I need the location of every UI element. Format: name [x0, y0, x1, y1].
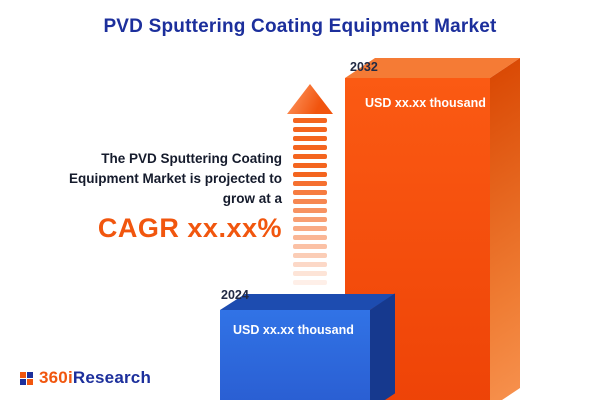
logo: 360iResearch [20, 368, 151, 388]
arrow-stripe [293, 208, 327, 213]
arrow-stripe [293, 271, 327, 276]
projection-annotation: The PVD Sputtering Coating Equipment Mar… [30, 149, 282, 243]
arrow-head-icon [287, 84, 333, 114]
logo-squares-icon [20, 371, 33, 385]
value-label-2032: USD xx.xx thousand [365, 96, 486, 110]
arrow-stripe [293, 253, 327, 258]
arrow-stripe [293, 262, 327, 267]
arrow-stripe [293, 235, 327, 240]
arrow-stripe [293, 181, 327, 186]
arrow-stripe [293, 145, 327, 150]
logo-text-360i: 360i [39, 368, 73, 387]
arrow-stripe [293, 136, 327, 141]
annotation-line-2: Equipment Market is projected to [68, 171, 282, 186]
arrow-stripe [293, 127, 327, 132]
logo-square [20, 371, 26, 378]
year-label-2024: 2024 [221, 288, 249, 302]
logo-square [27, 371, 33, 378]
growth-arrow-shaft [293, 118, 327, 285]
bar-2032-side-face [490, 57, 520, 400]
arrow-stripe [293, 226, 327, 231]
arrow-stripe [293, 118, 327, 123]
logo-square [20, 378, 26, 385]
logo-text-research: Research [72, 368, 152, 387]
arrow-stripe [293, 199, 327, 204]
bar-2024 [220, 310, 370, 400]
page-title: PVD Sputtering Coating Equipment Market [103, 16, 497, 37]
annotation-line-1: The PVD Sputtering Coating [101, 151, 282, 166]
arrow-stripe [293, 172, 327, 177]
growth-arrow-icon [287, 84, 333, 289]
value-label-2024: USD xx.xx thousand [233, 323, 354, 337]
logo-square [27, 378, 33, 385]
bar-2024-side-face [370, 293, 395, 400]
logo-text: 360iResearch [39, 368, 151, 388]
arrow-stripe [293, 154, 327, 159]
arrow-stripe [293, 163, 327, 168]
arrow-stripe [293, 190, 327, 195]
arrow-stripe [293, 280, 327, 285]
annotation-line-3: grow at a [222, 191, 282, 206]
arrow-stripe [293, 217, 327, 222]
arrow-stripe [293, 244, 327, 249]
cagr-value: CAGR xx.xx% [97, 213, 282, 243]
year-label-2032: 2032 [350, 60, 378, 74]
